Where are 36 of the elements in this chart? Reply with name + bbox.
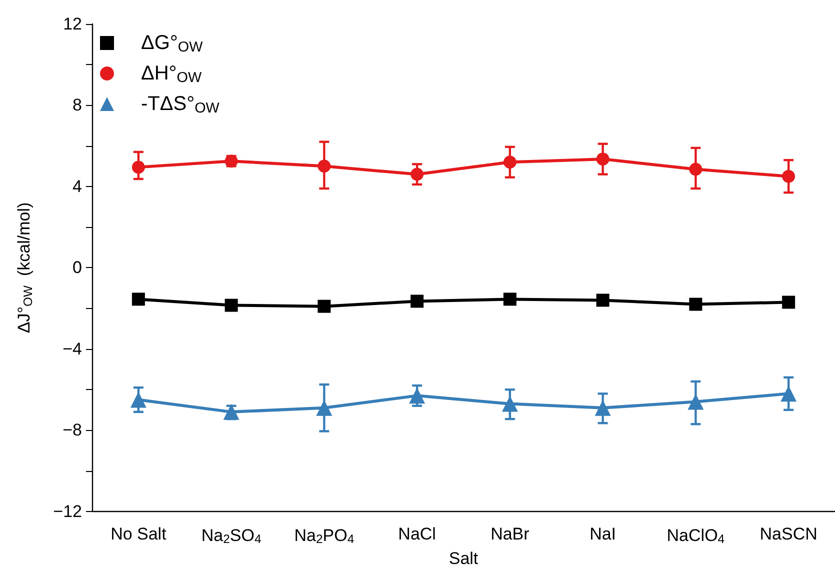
point — [410, 294, 424, 308]
point — [782, 296, 796, 309]
point — [316, 400, 332, 416]
x-axis-title: Salt — [448, 549, 478, 568]
point — [689, 298, 702, 311]
y-tick-label: 8 — [72, 96, 82, 115]
y-tick-label: 0 — [72, 258, 82, 278]
y-tick-label: 12 — [63, 14, 82, 34]
y-tick-label: 4 — [72, 176, 82, 196]
point — [503, 156, 516, 169]
y-tick-label: −8 — [62, 420, 82, 440]
x-tick-label: NaBr — [490, 524, 530, 544]
point — [224, 298, 238, 312]
point — [782, 170, 796, 183]
point — [132, 160, 145, 174]
y-axis-title: ΔJ°OW (kcal/mol) — [14, 202, 35, 334]
x-tick-label: NaI — [590, 524, 616, 544]
x-tick-label: NaSCN — [760, 524, 818, 544]
point — [409, 388, 426, 404]
point — [503, 292, 516, 306]
point — [596, 152, 610, 166]
point — [318, 160, 331, 173]
point — [410, 168, 424, 181]
point — [688, 394, 704, 410]
y-tick-label: −4 — [62, 339, 82, 358]
point — [130, 392, 146, 408]
point — [132, 292, 145, 306]
y-tick-label: −12 — [53, 502, 82, 521]
point — [780, 386, 797, 402]
point — [689, 162, 702, 176]
point — [596, 294, 610, 307]
point — [318, 300, 331, 313]
point — [502, 396, 518, 412]
x-tick-label: NaCl — [398, 524, 436, 544]
x-tick-label: No Salt — [110, 524, 167, 544]
point — [594, 400, 611, 416]
